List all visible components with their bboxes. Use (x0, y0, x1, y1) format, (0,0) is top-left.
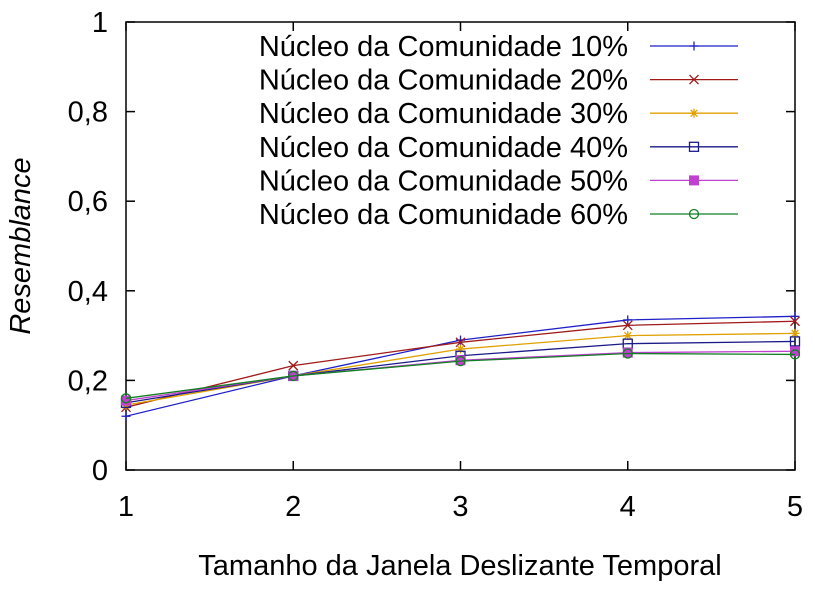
x-tick-label: 5 (787, 491, 803, 523)
x-tick-label: 2 (285, 491, 301, 523)
series-line (125, 315, 796, 417)
legend-label: Núcleo da Comunidade 20% (259, 65, 628, 97)
legend-marker (689, 74, 699, 85)
x-tick-label: 3 (452, 491, 468, 523)
legend-entry: Núcleo da Comunidade 60% (259, 199, 738, 231)
series-1 (121, 311, 800, 421)
legend-label: Núcleo da Comunidade 40% (259, 132, 628, 164)
series-layer (120, 311, 801, 421)
legend-label: Núcleo da Comunidade 50% (259, 165, 628, 197)
x-tick-label: 1 (118, 491, 134, 523)
legend-entry: Núcleo da Comunidade 40% (259, 132, 738, 164)
data-point (622, 320, 633, 331)
data-point (790, 311, 800, 321)
legend-entry: Núcleo da Comunidade 20% (259, 65, 738, 97)
data-point (121, 411, 131, 421)
y-axis-title: Resemblance (5, 157, 37, 334)
data-point (120, 393, 132, 404)
data-point (455, 355, 466, 367)
series-5 (121, 346, 800, 406)
x-axis-title: Tamanho da Janela Deslizante Temporal (198, 550, 721, 582)
data-point (789, 349, 801, 360)
y-tick-label: 0,2 (68, 365, 108, 397)
y-tick-label: 0,8 (68, 97, 108, 129)
data-point (790, 316, 800, 327)
legend-label: Núcleo da Comunidade 10% (259, 31, 628, 63)
legend: Núcleo da Comunidade 10%Núcleo da Comuni… (259, 31, 738, 231)
data-point (456, 344, 465, 354)
axes: 1 2 3 4 5 0 0,2 0,4 0,6 0,8 1 (68, 7, 803, 523)
legend-marker (689, 175, 699, 186)
legend-entry: Núcleo da Comunidade 10% (259, 31, 738, 63)
legend-marker (689, 41, 699, 51)
series-6 (120, 348, 801, 404)
legend-entry: Núcleo da Comunidade 30% (259, 98, 738, 130)
data-point (288, 360, 299, 371)
y-tick-label: 0,4 (68, 276, 108, 308)
data-point (622, 348, 633, 359)
data-point (790, 346, 800, 357)
x-tick-label: 4 (620, 491, 636, 523)
legend-label: Núcleo da Comunidade 60% (259, 199, 628, 231)
data-point (288, 370, 299, 382)
legend-marker (688, 141, 700, 152)
y-tick-label: 1 (92, 7, 108, 39)
series-line (125, 352, 796, 399)
legend-marker (688, 208, 700, 220)
legend-label: Núcleo da Comunidade 30% (259, 98, 628, 130)
y-tick-label: 0,6 (68, 186, 108, 218)
legend-marker (689, 108, 699, 118)
data-point (789, 336, 801, 347)
legend-entry: Núcleo da Comunidade 50% (259, 165, 738, 197)
data-point (623, 315, 633, 325)
y-tick-label: 0 (92, 455, 108, 487)
